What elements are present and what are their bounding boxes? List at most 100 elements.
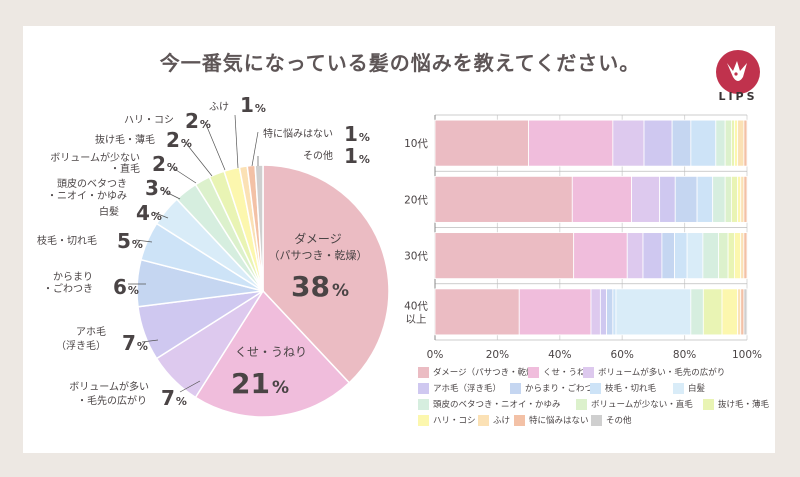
pie-slice-label: くせ・うねり (235, 345, 307, 359)
bar-segment (590, 288, 601, 336)
bar-segment (642, 232, 663, 280)
legend-item: 特に悩みはない (514, 414, 589, 426)
pie-leader-line (161, 189, 181, 200)
legend-label: 特に悩みはない (529, 416, 589, 426)
x-tick-label: 0% (427, 349, 444, 361)
bar-segment (743, 119, 748, 167)
bar-segment (686, 232, 704, 280)
pie-slice-label: 頭皮のベタつき (57, 177, 127, 190)
bar-segment (518, 288, 592, 336)
pie-slice-value: 1% (240, 93, 266, 117)
bar-segment (737, 119, 745, 167)
pie-slice-label: からまり (53, 271, 93, 283)
legend-swatch (703, 398, 714, 410)
bar-segment (659, 175, 676, 223)
bar-segment (696, 175, 714, 223)
legend-swatch (583, 366, 594, 378)
pie-slice-label: ボリュームが少ない (50, 151, 140, 164)
legend-swatch (418, 414, 429, 426)
pie-slice (194, 289, 351, 418)
pie-outer-label: 抜け毛・薄毛 2% (95, 128, 213, 177)
pie-leader-line (135, 239, 153, 243)
pie-slice-label: ・直毛 (110, 162, 140, 175)
x-tick-label: 20% (486, 349, 509, 361)
legend-label: からまり・ごわつき (525, 384, 602, 394)
bar-segment (702, 288, 723, 336)
legend-label: 白髪 (688, 384, 706, 394)
legend-swatch (418, 382, 429, 394)
pie-slice-label: （パサつき・乾燥） (269, 249, 368, 262)
pie-slice (254, 164, 264, 292)
legend-item: アホ毛（浮き毛） (418, 382, 501, 394)
pie-slice-label: ふけ (209, 101, 229, 113)
legend-label: アホ毛（浮き毛） (433, 384, 502, 394)
pie-slice-label: その他 (303, 149, 333, 162)
legend-label: ふけ (493, 416, 511, 426)
legend-item: ハリ・コシ (418, 414, 476, 426)
bar-segment (731, 175, 739, 223)
pie-slice-label: ダメージ (294, 231, 341, 246)
pie-leader-line (234, 114, 239, 169)
bar-segment (661, 232, 675, 280)
bar-segment (626, 232, 644, 280)
x-tick-label: 100% (732, 349, 762, 361)
legend-label: 抜け毛・薄毛 (718, 400, 770, 410)
legend-item: ふけ (478, 414, 510, 426)
legend-item: 頭皮のベタつき・ニオイ・かゆみ (418, 398, 561, 410)
pie-leader-line (141, 339, 159, 343)
pie-leader-line (184, 141, 213, 177)
pie-leader-line (179, 380, 201, 393)
pie-leader-line (251, 131, 259, 167)
pie-inner-label: ダメージ（パサつき・乾燥）38% (269, 231, 368, 303)
bar-segment (612, 288, 617, 336)
y-category-label: 30代 (404, 251, 428, 263)
legend-item: ボリュームが少ない・直毛 (576, 398, 693, 410)
pie-slice-label: ・ニオイ・かゆみ (47, 190, 127, 202)
legend-item: ダメージ（パサつき・乾燥） (418, 366, 543, 378)
y-category-label: 10代 (404, 138, 428, 150)
bar-segment (721, 288, 739, 336)
pie-outer-label: ボリュームが多い・毛先の広がり 7% (69, 380, 201, 410)
legend-item: くせ・うねり (528, 366, 594, 378)
pie-slice-label: 特に悩みはない (263, 127, 333, 140)
bar-segment (599, 288, 607, 336)
x-tick-label: 40% (548, 349, 571, 361)
pie-slice-label: ボリュームが多い (69, 380, 149, 393)
legend-swatch (510, 382, 521, 394)
legend-item: ボリュームが多い・毛先の広がり (583, 366, 725, 378)
bar-segment (671, 119, 692, 167)
bar-segment (631, 175, 661, 223)
legend-swatch (528, 366, 539, 378)
bar-segment (674, 175, 698, 223)
legend-swatch (418, 398, 429, 410)
legend-swatch (591, 414, 602, 426)
pie-outer-label: ふけ 1% (209, 93, 266, 169)
bar-segment (724, 119, 732, 167)
bar-segment (743, 288, 748, 336)
y-category-label: 20代 (404, 194, 428, 206)
legend-label: くせ・うねり (543, 368, 595, 378)
legend-swatch (478, 414, 489, 426)
legend-item: その他 (591, 414, 632, 426)
pie-slice-label: 抜け毛・薄毛 (95, 133, 155, 146)
legend-item: 白髪 (673, 382, 705, 394)
pie-slice-label: ・ごわつき (43, 282, 93, 295)
bar-segment (571, 175, 632, 223)
bar-segment (702, 232, 720, 280)
bar-segment (434, 288, 520, 336)
bar-segment (434, 175, 573, 223)
bar-segment (733, 232, 742, 280)
bar-segment (434, 232, 575, 280)
legend-label: ボリュームが多い・毛先の広がり (598, 368, 726, 378)
bar-segment (434, 119, 529, 167)
lips-logo-icon (716, 50, 760, 94)
bar-segment (643, 119, 673, 167)
legend-label: ボリュームが少ない・直毛 (591, 400, 693, 410)
bar-segment (740, 288, 745, 336)
legend-swatch (590, 382, 601, 394)
legend-label: 枝毛・切れ毛 (605, 384, 657, 394)
bar-segment (727, 232, 735, 280)
pie-slice-label: 白髪 (99, 205, 119, 218)
